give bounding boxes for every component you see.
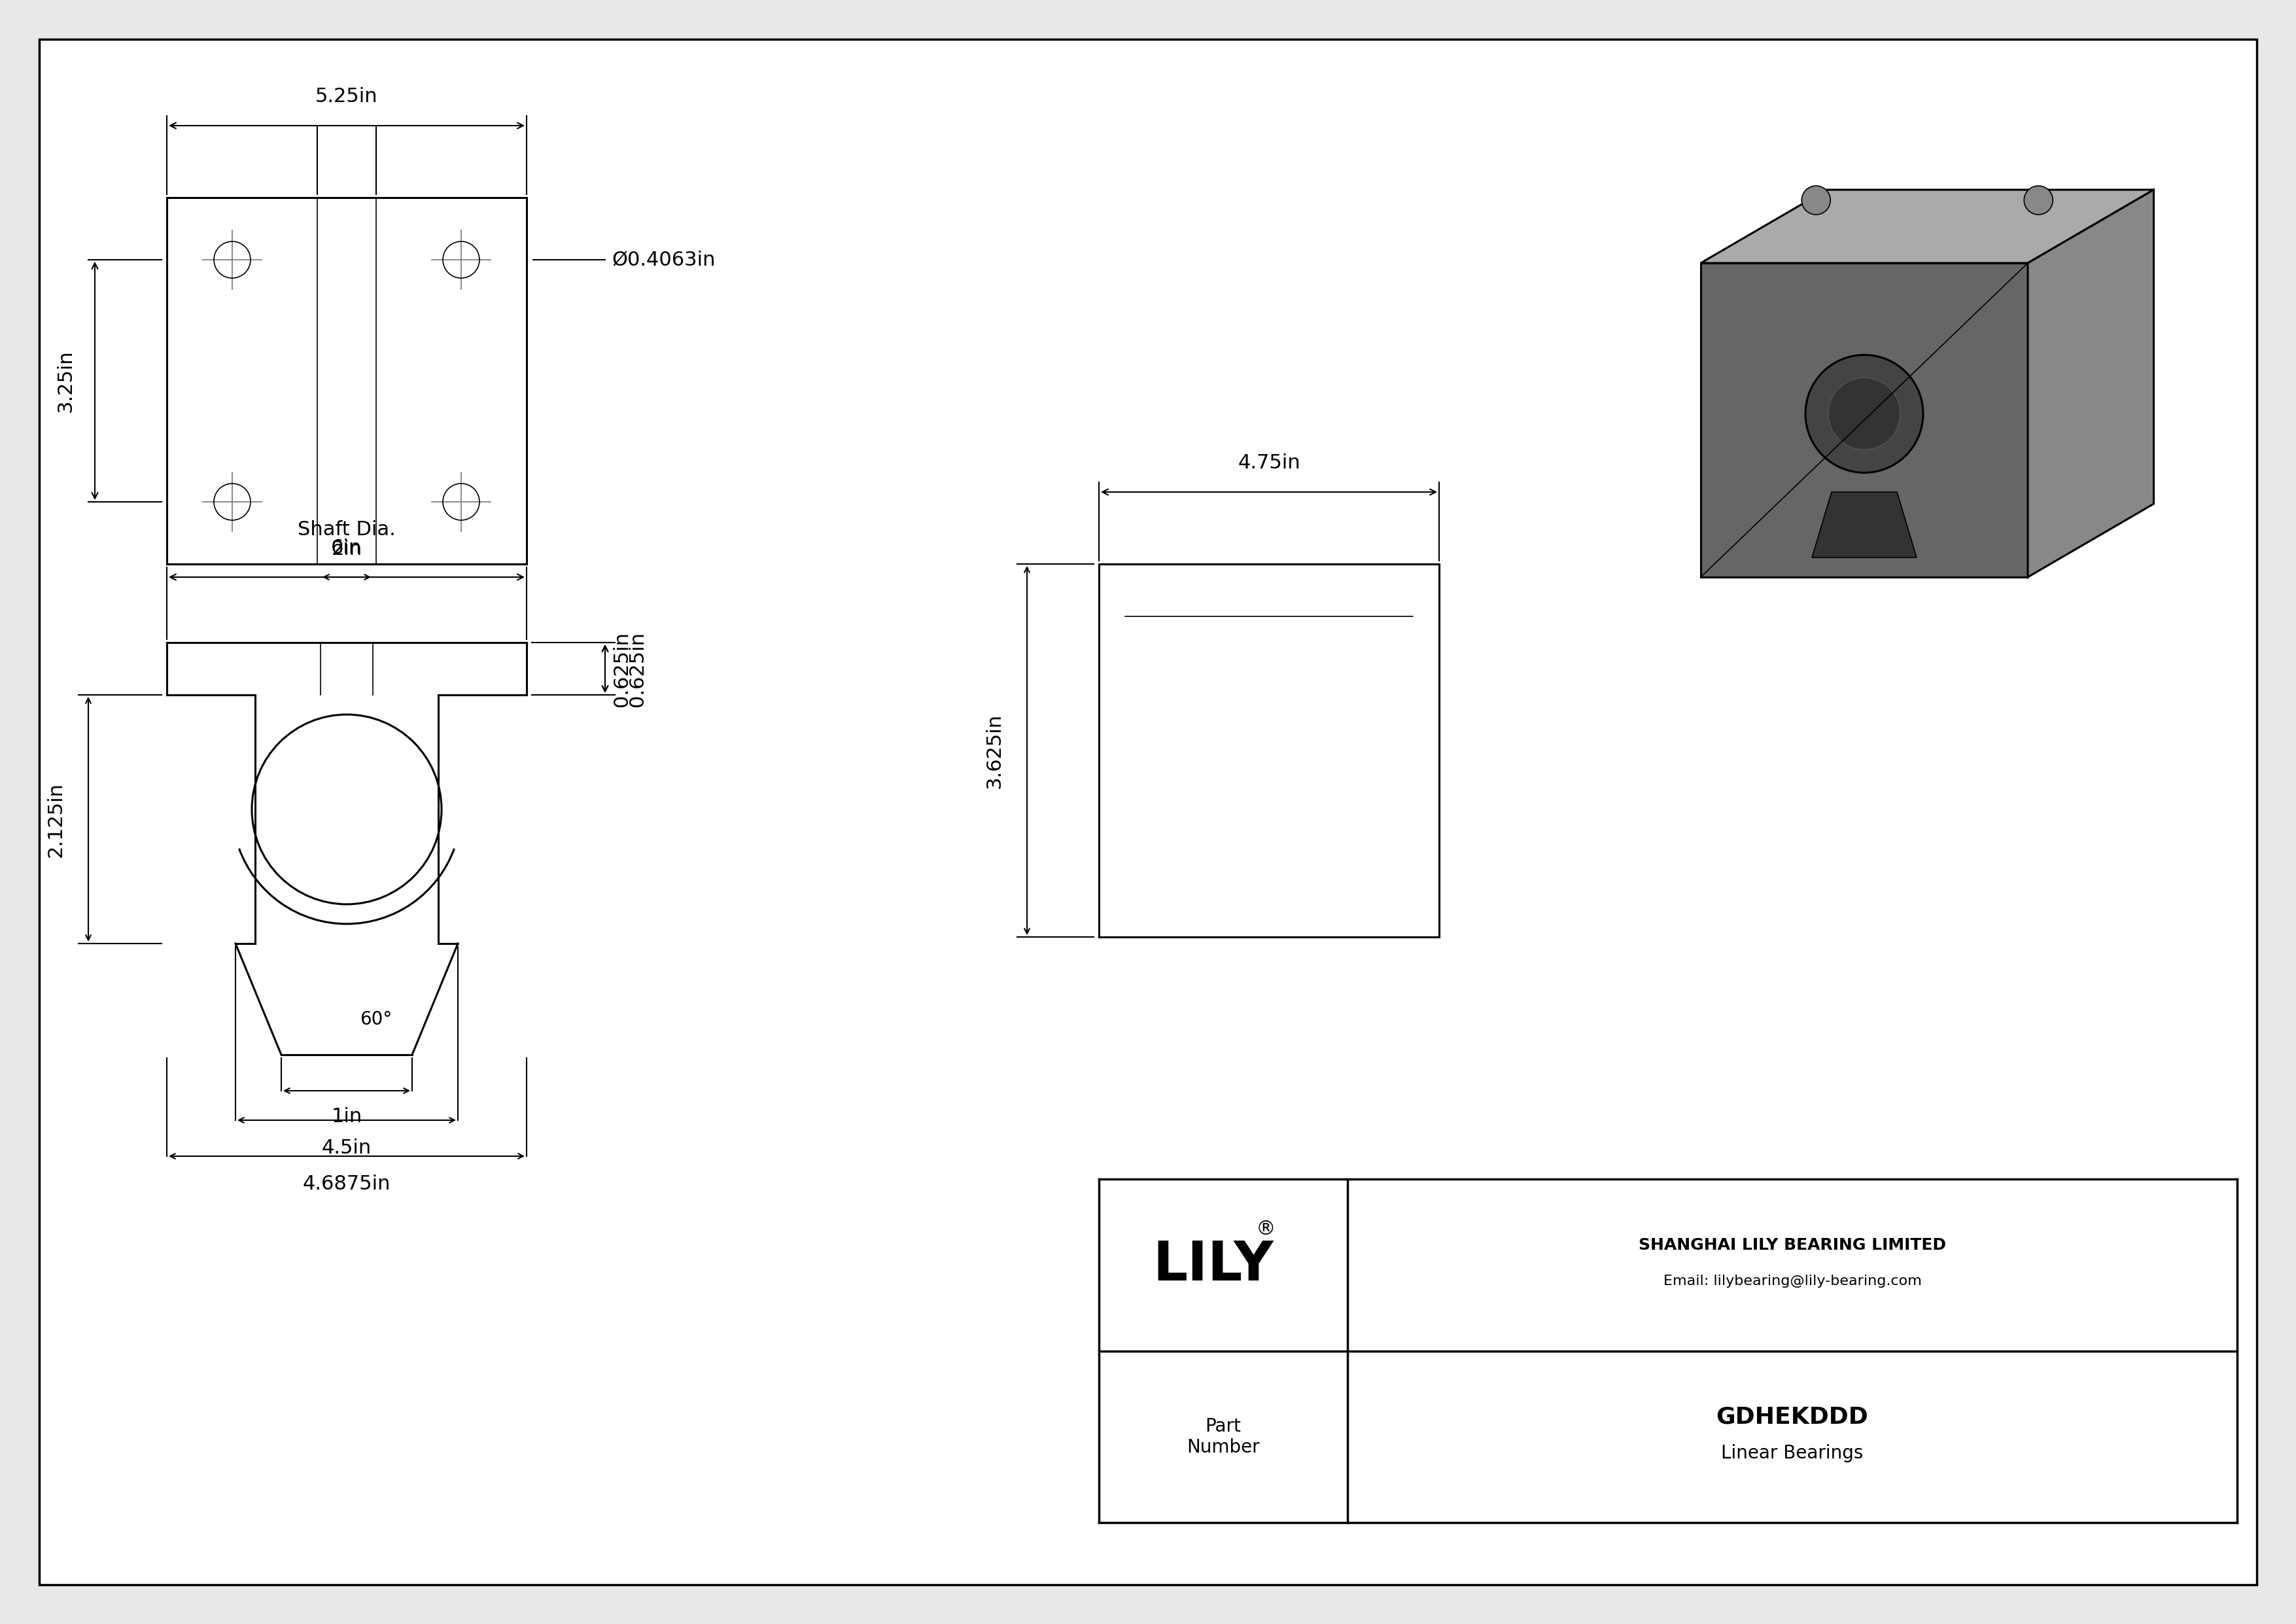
Text: 2.125in: 2.125in	[46, 781, 64, 857]
Circle shape	[1828, 378, 1901, 450]
Polygon shape	[1701, 263, 2027, 577]
Text: 1in: 1in	[331, 1108, 363, 1125]
Polygon shape	[1701, 190, 2154, 263]
Text: Email: lilybearing@lily-bearing.com: Email: lilybearing@lily-bearing.com	[1662, 1275, 1922, 1288]
Text: 4.6875in: 4.6875in	[303, 1174, 390, 1194]
Circle shape	[2025, 185, 2053, 214]
Text: LILY: LILY	[1153, 1239, 1274, 1291]
Text: 3.625in: 3.625in	[985, 713, 1003, 788]
Text: 3.25in: 3.25in	[57, 349, 76, 412]
Text: 4.75in: 4.75in	[1238, 453, 1300, 473]
Text: 4.5in: 4.5in	[321, 1138, 372, 1158]
Text: 2in: 2in	[331, 539, 363, 559]
Text: ®: ®	[1256, 1220, 1277, 1239]
Text: 60°: 60°	[360, 1010, 393, 1028]
Text: 0.625in: 0.625in	[613, 632, 631, 706]
Polygon shape	[1812, 492, 1917, 557]
Circle shape	[1805, 356, 1924, 473]
Text: Part
Number: Part Number	[1187, 1418, 1261, 1457]
Text: SHANGHAI LILY BEARING LIMITED: SHANGHAI LILY BEARING LIMITED	[1639, 1237, 1947, 1254]
Circle shape	[1802, 185, 1830, 214]
Text: Linear Bearings: Linear Bearings	[1722, 1444, 1864, 1462]
Text: Shaft Dia.: Shaft Dia.	[298, 520, 395, 539]
Polygon shape	[2027, 190, 2154, 577]
Text: Ø0.4063in: Ø0.4063in	[611, 250, 716, 270]
Text: 5.25in: 5.25in	[315, 88, 379, 106]
Text: 0.625in: 0.625in	[629, 632, 647, 706]
Text: 6in: 6in	[331, 539, 363, 557]
Text: GDHEKDDD: GDHEKDDD	[1715, 1406, 1869, 1429]
